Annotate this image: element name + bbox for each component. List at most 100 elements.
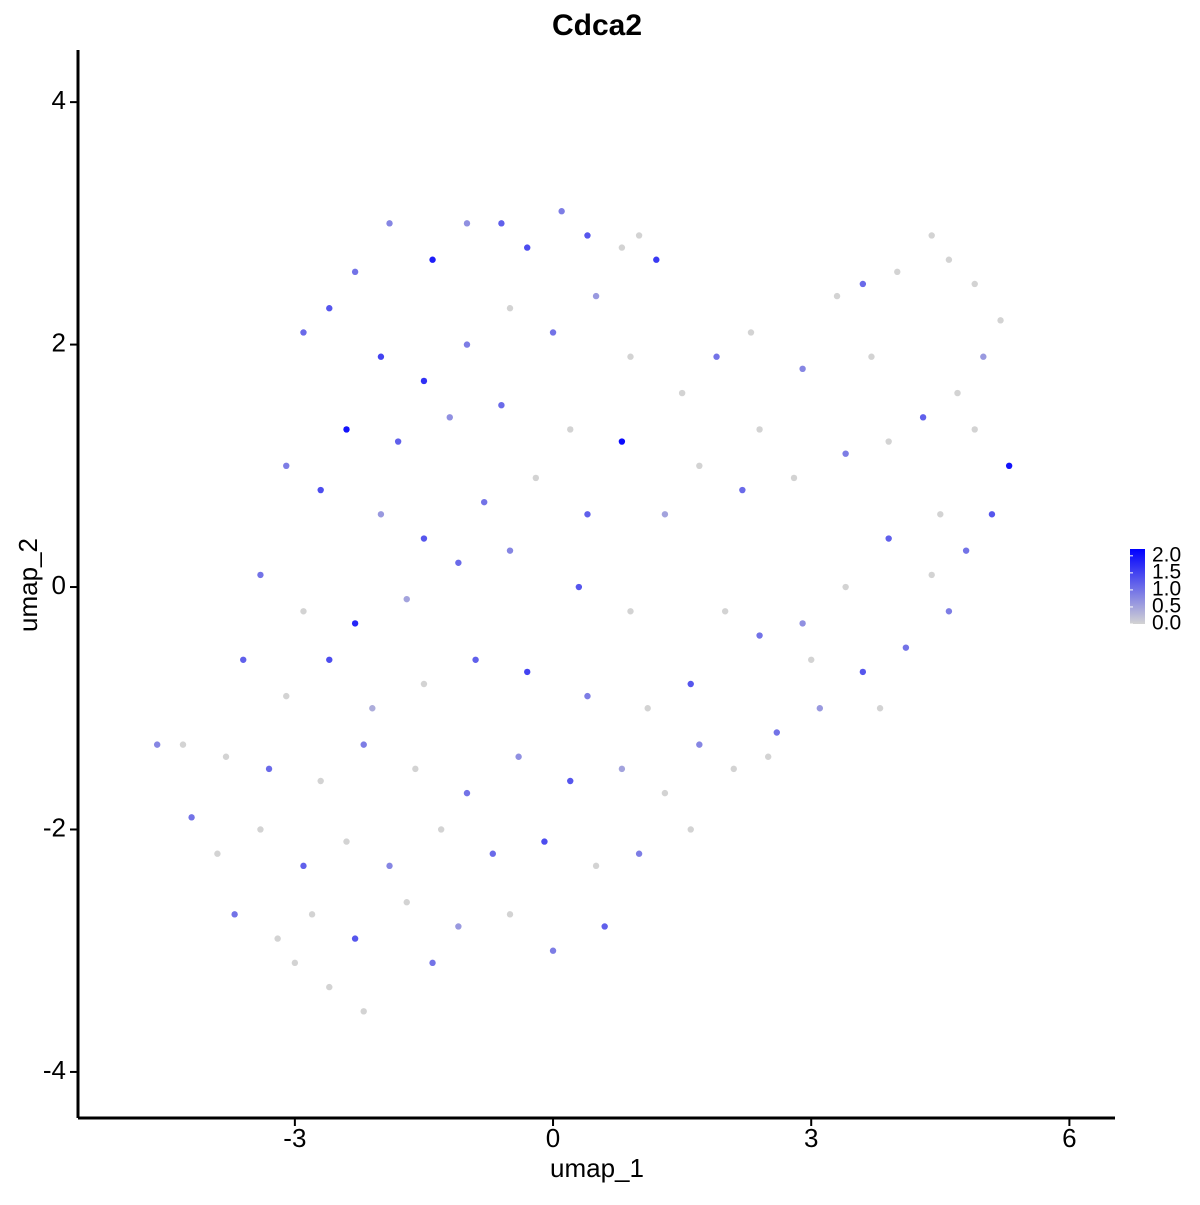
- point: [997, 317, 1004, 324]
- point: [532, 474, 540, 482]
- point: [403, 595, 410, 603]
- point: [506, 911, 514, 918]
- point: [420, 680, 428, 688]
- point: [360, 1008, 367, 1015]
- point: [515, 753, 522, 760]
- point: [730, 765, 737, 773]
- point: [222, 753, 230, 760]
- point: [1005, 462, 1013, 470]
- point: [756, 632, 763, 639]
- y-tick-label: 4: [52, 85, 66, 115]
- point: [429, 256, 436, 263]
- point: [696, 462, 703, 470]
- point: [980, 353, 987, 360]
- x-tick-label: 0: [546, 1123, 560, 1153]
- point: [808, 656, 815, 663]
- point: [885, 438, 892, 445]
- point: [351, 620, 359, 627]
- point: [678, 389, 686, 397]
- point: [214, 850, 221, 857]
- colorbar-label: 1.5: [1152, 560, 1181, 583]
- point: [257, 571, 264, 579]
- point: [498, 220, 505, 227]
- colorbar-label: 2.0: [1152, 543, 1181, 566]
- point: [567, 426, 574, 433]
- point: [420, 535, 428, 542]
- point: [661, 789, 669, 797]
- point: [687, 680, 694, 688]
- point: [506, 547, 514, 554]
- point: [971, 426, 978, 433]
- y-tick-label: 2: [52, 327, 66, 357]
- point: [799, 620, 806, 627]
- y-tick-label: -2: [43, 812, 66, 842]
- point: [799, 365, 806, 373]
- colorbar-label: 0.0: [1152, 612, 1181, 635]
- point: [240, 656, 247, 663]
- point: [463, 789, 471, 797]
- point: [455, 559, 462, 566]
- point: [739, 486, 746, 494]
- point: [386, 220, 393, 227]
- point: [627, 353, 634, 360]
- point: [188, 814, 195, 821]
- point: [868, 353, 875, 360]
- point: [506, 305, 514, 312]
- point: [962, 547, 970, 554]
- point: [343, 838, 350, 845]
- point: [394, 438, 402, 445]
- point: [524, 668, 531, 676]
- x-tick-label: 6: [1062, 1123, 1076, 1153]
- x-axis-label: umap_1: [550, 1153, 644, 1183]
- point: [524, 244, 531, 251]
- point: [584, 692, 591, 700]
- point: [567, 777, 574, 785]
- point: [326, 656, 333, 663]
- point: [833, 292, 841, 300]
- y-tick-label: -4: [43, 1055, 66, 1085]
- point: [283, 692, 290, 700]
- point: [351, 935, 359, 942]
- point: [420, 377, 428, 385]
- point: [988, 511, 996, 518]
- point: [592, 292, 600, 300]
- point: [592, 862, 600, 870]
- point: [541, 838, 548, 845]
- chart-title: Cdca2: [552, 9, 642, 42]
- point: [687, 826, 694, 833]
- point: [696, 741, 703, 748]
- point: [480, 498, 488, 506]
- point: [635, 850, 643, 857]
- point: [584, 511, 591, 518]
- point: [498, 401, 505, 409]
- point: [549, 947, 557, 954]
- point: [291, 959, 299, 967]
- point: [618, 244, 626, 251]
- point: [351, 268, 359, 276]
- point: [300, 329, 307, 336]
- point: [971, 280, 978, 288]
- point: [842, 450, 849, 457]
- point: [377, 511, 385, 518]
- point: [489, 850, 496, 857]
- point: [954, 389, 961, 397]
- point: [635, 232, 643, 239]
- point: [575, 583, 583, 591]
- point: [618, 438, 626, 445]
- point: [369, 705, 376, 712]
- point: [326, 983, 333, 991]
- point: [463, 220, 471, 227]
- point: [894, 268, 901, 276]
- point: [446, 414, 453, 421]
- point: [274, 935, 281, 942]
- point: [842, 583, 849, 591]
- point: [153, 741, 161, 748]
- colorbar-label: 1.0: [1152, 577, 1181, 600]
- y-tick-label: 0: [52, 570, 66, 600]
- point: [343, 426, 350, 433]
- point: [928, 232, 935, 239]
- point: [790, 474, 798, 482]
- point: [463, 341, 471, 348]
- point: [859, 280, 867, 288]
